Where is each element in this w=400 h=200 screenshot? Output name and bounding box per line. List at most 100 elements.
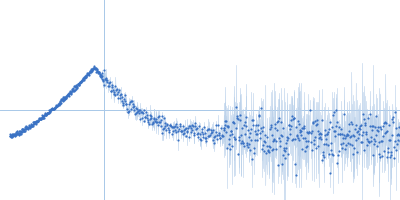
Point xyxy=(14,132,20,135)
Point xyxy=(67,91,73,94)
Point xyxy=(65,92,72,95)
Point xyxy=(211,141,218,144)
Point xyxy=(352,123,359,127)
Point xyxy=(393,127,400,130)
Point xyxy=(58,99,64,102)
Point xyxy=(234,115,240,118)
Point xyxy=(357,140,364,143)
Point xyxy=(91,65,97,68)
Point xyxy=(385,151,391,154)
Point xyxy=(52,107,58,110)
Point xyxy=(267,125,274,128)
Point xyxy=(58,98,64,101)
Point xyxy=(278,121,284,124)
Point xyxy=(222,119,228,122)
Point xyxy=(191,133,198,136)
Point xyxy=(80,78,87,81)
Point xyxy=(75,83,82,86)
Point xyxy=(108,89,114,92)
Point xyxy=(252,129,258,132)
Point xyxy=(132,106,139,110)
Point xyxy=(142,115,148,118)
Point xyxy=(250,123,256,127)
Point xyxy=(50,106,57,109)
Point xyxy=(178,130,184,133)
Point xyxy=(34,119,41,123)
Point xyxy=(261,139,267,143)
Point xyxy=(376,125,383,129)
Point xyxy=(12,134,18,138)
Point xyxy=(262,140,268,143)
Point xyxy=(16,131,22,134)
Point xyxy=(197,132,204,136)
Point xyxy=(150,120,156,124)
Point xyxy=(384,129,390,132)
Point xyxy=(138,110,145,113)
Point xyxy=(143,116,150,119)
Point xyxy=(214,137,221,141)
Point xyxy=(7,133,13,136)
Point xyxy=(344,133,350,136)
Point xyxy=(26,125,32,128)
Point xyxy=(378,155,385,158)
Point xyxy=(60,99,66,102)
Point xyxy=(381,122,388,125)
Point xyxy=(137,108,143,112)
Point xyxy=(103,79,110,82)
Point xyxy=(270,138,277,141)
Point xyxy=(348,134,354,137)
Point xyxy=(9,136,15,139)
Point xyxy=(120,103,126,106)
Point xyxy=(24,126,30,129)
Point xyxy=(98,75,104,79)
Point xyxy=(94,68,100,71)
Point xyxy=(18,130,24,134)
Point xyxy=(315,144,321,147)
Point xyxy=(362,132,369,136)
Point xyxy=(86,73,93,76)
Point xyxy=(246,142,252,146)
Point xyxy=(34,119,40,122)
Point xyxy=(73,87,79,90)
Point xyxy=(396,126,400,129)
Point xyxy=(14,132,20,135)
Point xyxy=(339,147,345,150)
Point xyxy=(55,103,62,106)
Point xyxy=(364,117,371,120)
Point xyxy=(15,133,21,136)
Point xyxy=(28,124,34,127)
Point xyxy=(46,111,53,114)
Point xyxy=(80,78,86,81)
Point xyxy=(147,113,154,116)
Point xyxy=(56,103,63,106)
Point xyxy=(376,152,382,156)
Point xyxy=(94,71,101,74)
Point xyxy=(370,137,377,141)
Point xyxy=(351,146,357,149)
Point xyxy=(296,122,302,126)
Point xyxy=(141,108,147,112)
Point xyxy=(247,148,254,152)
Point xyxy=(204,134,211,137)
Point xyxy=(249,157,256,160)
Point xyxy=(44,111,51,114)
Point xyxy=(380,134,386,137)
Point xyxy=(318,132,324,136)
Point xyxy=(43,113,49,117)
Point xyxy=(60,97,66,101)
Point xyxy=(154,120,160,123)
Point xyxy=(22,130,28,133)
Point xyxy=(168,125,174,128)
Point xyxy=(329,152,336,155)
Point xyxy=(335,154,342,157)
Point xyxy=(325,143,331,146)
Point xyxy=(247,132,253,135)
Point xyxy=(238,127,245,130)
Point xyxy=(207,134,213,137)
Point xyxy=(99,75,105,78)
Point xyxy=(88,71,94,74)
Point xyxy=(20,129,26,132)
Point xyxy=(12,132,19,136)
Point xyxy=(74,84,80,87)
Point xyxy=(326,127,332,130)
